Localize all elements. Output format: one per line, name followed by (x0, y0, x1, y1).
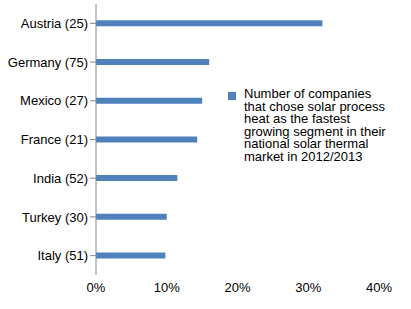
svg-text:Italy (51): Italy (51) (37, 248, 88, 263)
svg-text:20%: 20% (224, 280, 250, 295)
svg-text:10%: 10% (154, 280, 180, 295)
html-text:Number of companies that chose: Number of companies that chose solar pro… (244, 86, 386, 164)
svg-text:Austria (25): Austria (25) (21, 16, 88, 31)
svg-text:France (21): France (21) (21, 132, 88, 147)
svg-text:40%: 40% (366, 280, 392, 295)
svg-text:India (52): India (52) (33, 171, 88, 186)
svg-text:Mexico (27): Mexico (27) (20, 93, 88, 108)
svg-text:Turkey (30): Turkey (30) (22, 210, 88, 225)
svg-text:Germany (75): Germany (75) (8, 55, 88, 70)
svg-text:0%: 0% (87, 280, 106, 295)
svg-text:30%: 30% (295, 280, 321, 295)
